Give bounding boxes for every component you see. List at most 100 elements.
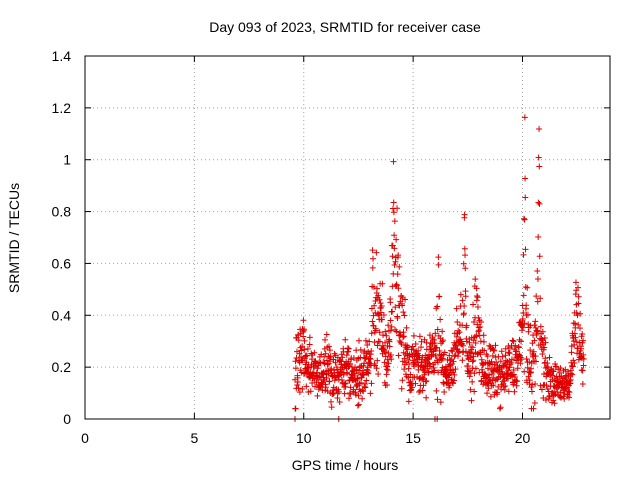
data-point: [423, 378, 430, 385]
data-point: [570, 357, 577, 364]
data-point: [535, 154, 542, 161]
data-series: [292, 114, 587, 422]
data-point: [514, 365, 521, 372]
data-point: [404, 344, 411, 351]
data-point: [462, 348, 469, 355]
data-point: [395, 352, 402, 359]
data-point: [390, 199, 397, 206]
data-point: [382, 328, 389, 335]
data-point: [367, 390, 374, 397]
data-point: [542, 355, 549, 362]
data-point: [360, 362, 367, 369]
data-point: [338, 377, 345, 384]
data-point: [499, 353, 506, 360]
data-point: [346, 395, 353, 402]
data-point: [376, 338, 383, 345]
data-point: [542, 396, 549, 403]
y-tick-label: 0.8: [52, 204, 72, 220]
data-point: [537, 323, 544, 330]
data-point: [326, 347, 333, 354]
data-point: [461, 211, 468, 218]
data-point: [322, 350, 329, 357]
data-point: [557, 365, 564, 372]
data-point: [517, 360, 524, 367]
data-point: [292, 405, 299, 412]
data-point: [473, 285, 480, 292]
data-point: [388, 323, 395, 330]
data-point: [435, 261, 442, 268]
data-point: [580, 362, 587, 369]
data-point: [515, 344, 522, 351]
data-point: [322, 336, 329, 343]
data-point: [430, 348, 437, 355]
data-point: [571, 330, 578, 337]
data-point: [304, 352, 311, 359]
data-point: [363, 377, 370, 384]
data-point: [341, 381, 348, 388]
data-point: [469, 358, 476, 365]
data-point: [344, 370, 351, 377]
data-point: [462, 288, 469, 295]
data-point: [369, 247, 376, 254]
data-point: [542, 339, 549, 346]
data-point: [516, 351, 523, 358]
data-point: [365, 370, 372, 377]
data-point: [354, 402, 361, 409]
data-point: [385, 322, 392, 329]
data-point: [295, 337, 302, 344]
data-point: [446, 384, 453, 391]
data-point: [456, 348, 463, 355]
data-point: [347, 360, 354, 367]
data-point: [485, 360, 492, 367]
data-point: [292, 365, 299, 372]
data-point: [508, 359, 515, 366]
data-point: [368, 330, 375, 337]
data-point: [467, 354, 474, 361]
data-point: [343, 352, 350, 359]
data-point: [575, 293, 582, 300]
data-point: [556, 393, 563, 400]
data-point: [314, 392, 321, 399]
data-point: [300, 317, 307, 324]
data-point: [306, 334, 313, 341]
data-point: [450, 358, 457, 365]
data-point: [299, 385, 306, 392]
data-point: [391, 245, 398, 252]
data-point: [461, 245, 468, 252]
data-point: [355, 401, 362, 408]
data-point: [574, 312, 581, 319]
data-point: [580, 356, 587, 363]
data-point: [561, 390, 568, 397]
data-point: [524, 311, 531, 318]
data-point: [456, 329, 463, 336]
data-point: [330, 356, 337, 363]
data-point: [427, 346, 434, 353]
data-point: [576, 325, 583, 332]
axis-ticks: 0 5 10 15 20 0 0.2 0.4 0.6 0.8 1 1.2 1.4: [52, 48, 610, 446]
data-point: [566, 389, 573, 396]
data-point: [416, 389, 423, 396]
data-point: [372, 297, 379, 304]
data-point: [478, 377, 485, 384]
data-point: [579, 367, 586, 374]
data-point: [520, 292, 527, 299]
data-point: [341, 390, 348, 397]
data-point: [307, 388, 314, 395]
data-point: [439, 328, 446, 335]
data-point: [453, 305, 460, 312]
data-point: [375, 370, 382, 377]
data-point: [437, 399, 444, 406]
data-point: [432, 352, 439, 359]
data-point: [486, 342, 493, 349]
data-point: [370, 255, 377, 262]
data-point: [472, 340, 479, 347]
data-point: [538, 335, 545, 342]
data-point: [355, 392, 362, 399]
data-point: [527, 347, 534, 354]
data-point: [463, 322, 470, 329]
data-point: [488, 371, 495, 378]
data-point: [561, 395, 568, 402]
data-point: [395, 252, 402, 259]
data-point: [518, 338, 525, 345]
data-point: [544, 364, 551, 371]
